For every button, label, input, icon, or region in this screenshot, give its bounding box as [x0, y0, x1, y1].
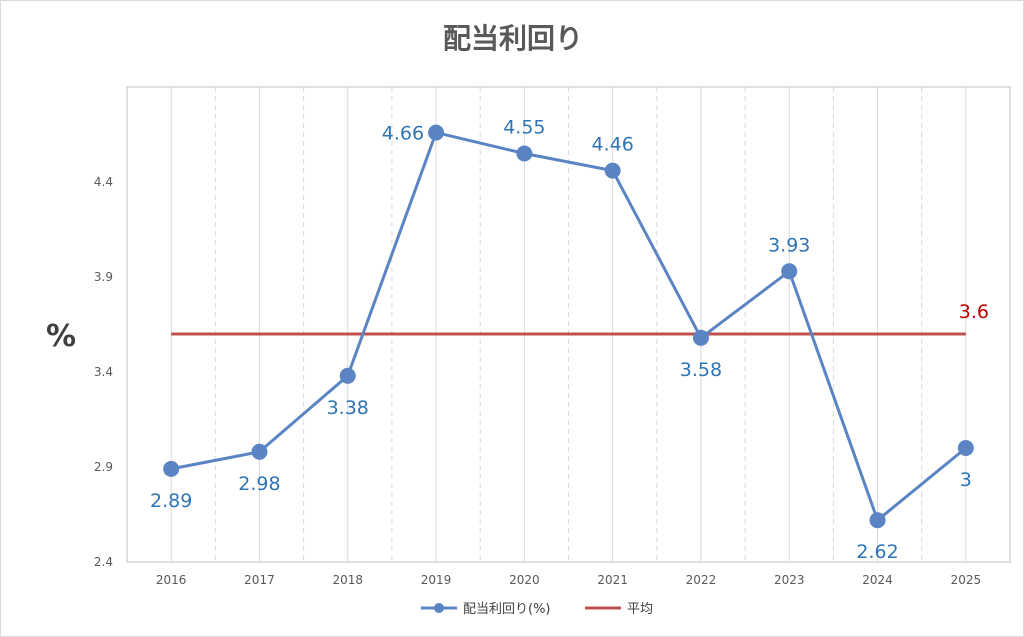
data-point [692, 329, 709, 346]
data-point [957, 440, 974, 456]
data-point [428, 124, 445, 141]
legend-series-marker [434, 603, 444, 613]
data-label: 4.55 [503, 117, 545, 139]
data-point [339, 367, 356, 384]
y-tick-label: 2.9 [94, 460, 113, 474]
y-tick-label: 2.4 [94, 555, 113, 569]
average-label: 3.6 [959, 301, 989, 323]
data-point [251, 443, 268, 460]
x-tick-label: 2016 [156, 573, 187, 587]
y-tick-label: 4.4 [94, 175, 113, 189]
x-tick-label: 2018 [332, 573, 363, 587]
y-tick-label: 3.9 [94, 270, 113, 284]
y-axis-label: % [46, 319, 76, 354]
data-label: 3 [960, 469, 972, 491]
plot-area: 2.4 2.9 3.4 3.9 4.4 2016 2017 2018 2019 2020 2021 2… [94, 86, 1011, 587]
data-label: 4.46 [591, 134, 633, 156]
data-point [604, 162, 621, 179]
series-line [170, 131, 967, 522]
data-label: 3.58 [680, 359, 722, 381]
legend-series-label: 配当利回り(%) [463, 602, 551, 617]
data-point [869, 512, 886, 529]
data-point [163, 460, 180, 477]
legend: 配当利回り(%) 平均 [421, 602, 653, 617]
data-point [781, 263, 798, 280]
legend-average-label: 平均 [627, 602, 653, 617]
x-tick-label: 2017 [244, 573, 275, 587]
x-tick-label: 2022 [686, 573, 717, 587]
x-tick-label: 2019 [421, 573, 452, 587]
data-label: 4.66 [382, 123, 424, 145]
data-label: 3.38 [327, 397, 369, 419]
y-tick-label: 3.4 [94, 365, 113, 379]
x-tick-label: 2025 [951, 573, 982, 587]
data-label: 2.89 [150, 490, 192, 512]
data-point [516, 145, 533, 162]
chart-title: 配当利回り [443, 22, 583, 55]
x-tick-label: 2021 [597, 573, 628, 587]
data-label: 2.62 [856, 541, 898, 563]
x-tick-label: 2023 [774, 573, 805, 587]
data-label: 3.93 [768, 234, 810, 256]
data-label: 2.98 [238, 473, 280, 495]
x-tick-label: 2020 [509, 573, 540, 587]
x-tick-label: 2024 [862, 573, 893, 587]
